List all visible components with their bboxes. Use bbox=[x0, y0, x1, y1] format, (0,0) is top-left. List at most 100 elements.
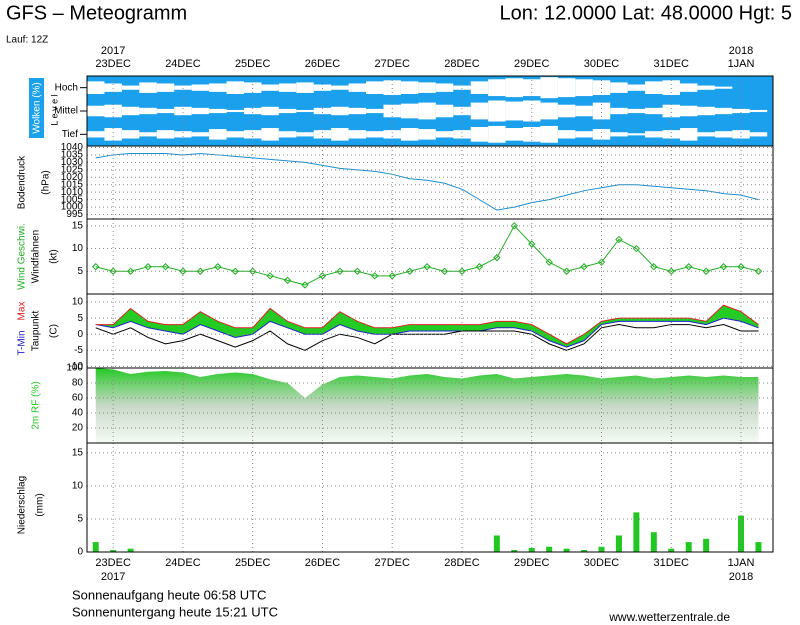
bar bbox=[650, 532, 657, 552]
cloud-cell bbox=[174, 131, 192, 138]
marker bbox=[283, 276, 292, 285]
cloud-cell bbox=[191, 132, 210, 137]
cloud-cell bbox=[296, 82, 314, 93]
year-label: 2017 bbox=[101, 45, 125, 57]
cloud-cell bbox=[732, 130, 750, 139]
line bbox=[95, 304, 759, 345]
cloud-cell bbox=[243, 130, 262, 139]
marker bbox=[597, 258, 606, 266]
cloud-cell bbox=[243, 107, 262, 115]
cloud-cell bbox=[453, 106, 471, 116]
title: GFS – Meteogramm bbox=[6, 2, 187, 24]
bar bbox=[703, 538, 710, 552]
level-label: L e v e l bbox=[49, 94, 59, 125]
y-tick-label: -5 bbox=[74, 345, 83, 356]
cloud-cell bbox=[540, 77, 558, 99]
cloud-cell bbox=[435, 131, 454, 138]
y-tick-label: 15 bbox=[72, 448, 84, 459]
cloud-cell bbox=[104, 83, 122, 92]
panel-frame bbox=[86, 145, 774, 220]
marker bbox=[126, 267, 135, 275]
level-name: Hoch bbox=[55, 82, 78, 93]
panel-frame bbox=[86, 218, 774, 295]
cloud-cell bbox=[645, 131, 663, 138]
x-tick-label: 1JAN bbox=[728, 58, 755, 70]
marker bbox=[318, 272, 327, 280]
cloud-cell bbox=[243, 82, 262, 93]
cloud-cell bbox=[505, 78, 524, 98]
cloud-cell bbox=[627, 133, 646, 136]
marker bbox=[754, 267, 763, 275]
cloud-cell bbox=[191, 107, 210, 115]
y-tick-label: 1020 bbox=[61, 172, 84, 183]
cloud-cell bbox=[313, 107, 332, 115]
bar bbox=[546, 546, 553, 552]
cloud-cell bbox=[470, 126, 489, 142]
year-label: 2017 bbox=[101, 571, 125, 583]
y-tick-label: 20 bbox=[72, 423, 84, 434]
bar bbox=[528, 548, 535, 552]
cloud-cell bbox=[592, 129, 611, 140]
cloud-cell bbox=[104, 104, 122, 118]
cloud-cell bbox=[278, 108, 297, 114]
cloud-cell bbox=[627, 108, 646, 114]
cloud-cell bbox=[418, 82, 436, 93]
cloud-cell bbox=[87, 105, 105, 117]
cloud-cell bbox=[453, 130, 471, 139]
marker bbox=[144, 263, 152, 271]
cloud-cell bbox=[261, 84, 279, 91]
bar bbox=[615, 535, 622, 552]
y-tick-label: 995 bbox=[66, 209, 83, 220]
y-tick-label: 10 bbox=[72, 481, 84, 492]
marker bbox=[336, 267, 344, 275]
cloud-cell bbox=[575, 105, 593, 117]
source: www.wetterzentrale.de bbox=[608, 610, 730, 624]
cloud-cell bbox=[278, 83, 297, 92]
y-label: Taupunkt bbox=[31, 310, 42, 351]
cloud-cell bbox=[714, 131, 733, 138]
cloud-cell bbox=[87, 81, 105, 94]
x-tick-label: 23DEC bbox=[95, 557, 131, 569]
cloud-cell bbox=[121, 130, 140, 139]
marker bbox=[737, 263, 745, 271]
y-tick-label: 80 bbox=[72, 378, 84, 389]
cloud-cell bbox=[435, 104, 454, 118]
x-tick-label: 31DEC bbox=[654, 557, 690, 569]
y-tick-label: 1025 bbox=[61, 164, 84, 175]
x-tick-label: 31DEC bbox=[654, 58, 690, 70]
cloud-cell bbox=[296, 109, 314, 113]
run: Lauf: 12Z bbox=[6, 35, 48, 46]
bar bbox=[755, 542, 762, 552]
level-name: Tief bbox=[62, 129, 79, 140]
marker bbox=[493, 253, 501, 262]
bar bbox=[581, 550, 588, 552]
x-tick-label: 24DEC bbox=[165, 58, 201, 70]
location: Lon: 12.0000 Lat: 48.0000 Hgt: 5 bbox=[500, 2, 792, 24]
cloud-cell bbox=[121, 106, 140, 116]
cloud-cell bbox=[714, 86, 733, 89]
marker bbox=[667, 267, 675, 275]
marker bbox=[353, 267, 362, 275]
marker bbox=[405, 267, 414, 275]
cloud-cell bbox=[121, 85, 140, 90]
cloud-cell bbox=[557, 78, 576, 98]
y-tick-label: 10 bbox=[72, 243, 84, 254]
cloud-cell bbox=[610, 132, 628, 137]
y-tick-label: 5 bbox=[77, 313, 83, 324]
cloud-cell bbox=[714, 107, 733, 115]
y-tick-label: 0 bbox=[77, 329, 83, 340]
marker bbox=[231, 267, 239, 275]
cloud-cell bbox=[645, 107, 663, 115]
year-label: 2018 bbox=[729, 571, 753, 583]
cloud-cell bbox=[575, 131, 593, 138]
y-label: Bodendruck bbox=[17, 155, 28, 209]
y-label: Niederschlag bbox=[17, 476, 28, 534]
y-tick-label: 10 bbox=[72, 297, 84, 308]
cloud-cell bbox=[226, 81, 244, 94]
x-tick-label: 26DEC bbox=[305, 58, 341, 70]
cloud-cell bbox=[383, 104, 401, 118]
cloud-cell bbox=[226, 109, 244, 113]
x-tick-label: 29DEC bbox=[514, 557, 550, 569]
band bbox=[95, 305, 759, 348]
cloud-cell bbox=[557, 104, 576, 118]
